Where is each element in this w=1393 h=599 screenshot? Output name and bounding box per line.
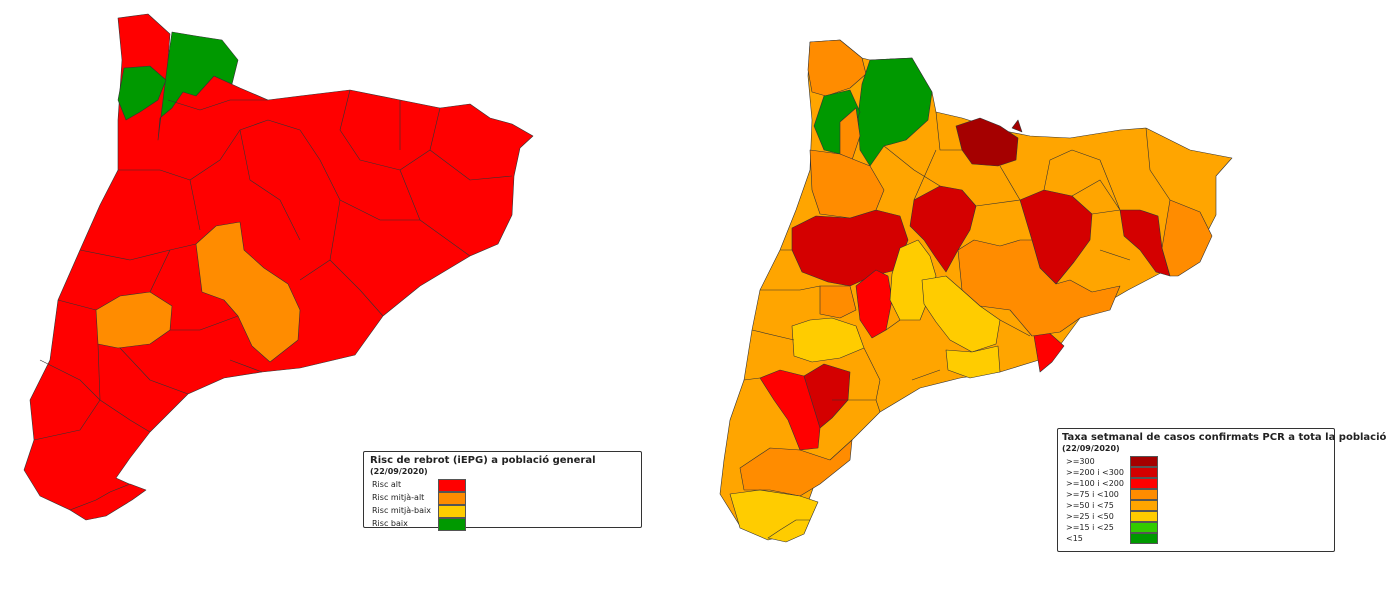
region-green-west: [117, 65, 167, 121]
legend-item-label: >=50 i <75: [1066, 501, 1114, 510]
legend-item-swatch: [438, 505, 466, 518]
legend-item-swatch: [1130, 522, 1158, 533]
legend-item: >=100 i <200: [1062, 478, 1330, 489]
comarca-borders: [33, 89, 513, 441]
ebro-delta: [69, 483, 147, 521]
legend-item: >=200 i <300: [1062, 467, 1330, 478]
legend-item-label: Risc baix: [372, 519, 408, 528]
region-green-aran: [157, 31, 239, 141]
legend-item-label: >=75 i <100: [1066, 490, 1119, 499]
legend-title: Risc de rebrot (iEPG) a població general: [370, 455, 596, 466]
legend-item: >=300: [1062, 456, 1330, 467]
legend-item-swatch: [438, 492, 466, 505]
legend-item-label: Risc alt: [372, 480, 402, 489]
legend-item-label: >=15 i <25: [1066, 523, 1114, 532]
legend-item-swatch: [1130, 489, 1158, 500]
legend-item-label: <15: [1066, 534, 1083, 543]
legend-item: Risc mitjà-baix: [370, 505, 635, 518]
legend-item-label: >=25 i <50: [1066, 512, 1114, 521]
risc-de-rebrot-map: [23, 13, 534, 521]
legend-items: Risc alt Risc mitjà-alt Risc mitjà-baix Ris…: [370, 479, 635, 531]
region-yellow-2: [921, 275, 1001, 353]
legend-item: Risc baix: [370, 518, 635, 531]
legend-title: Taxa setmanal de casos confirmats PCR a …: [1062, 432, 1387, 443]
legend-item: <15: [1062, 533, 1330, 544]
legend-item-swatch: [1130, 456, 1158, 467]
catalonia-map-left: [23, 13, 534, 521]
legend-item-label: >=200 i <300: [1066, 468, 1124, 477]
legend-item-label: Risc mitjà-alt: [372, 493, 425, 502]
region-red-main: [23, 13, 534, 519]
legend-item-swatch: [438, 518, 466, 531]
region-orange-top: [807, 39, 867, 97]
legend-taxa-setmanal: Taxa setmanal de casos confirmats PCR a …: [1057, 428, 1387, 552]
legend-item: >=50 i <75: [1062, 500, 1330, 511]
catalonia-map-right: [719, 39, 1233, 543]
legend-item-label: >=300: [1066, 457, 1095, 466]
legend-date: (22/09/2020): [370, 467, 428, 476]
legend-item-label: >=100 i <200: [1066, 479, 1124, 488]
region-orange-3: [819, 285, 857, 319]
legend-item: >=15 i <25: [1062, 522, 1330, 533]
legend-item: Risc alt: [370, 479, 635, 492]
region-orange-2: [195, 221, 301, 363]
legend-risc-de-rebrot: Risc de rebrot (iEPG) a població general…: [363, 451, 642, 531]
ebro-delta: [767, 519, 811, 543]
taxa-setmanal-map: [700, 0, 1300, 599]
legend-item-swatch: [1130, 478, 1158, 489]
region-orange-5: [1161, 199, 1213, 277]
region-red-7: [803, 363, 851, 429]
region-orange-4: [957, 239, 1121, 337]
legend-item-swatch: [1130, 511, 1158, 522]
legend-item-swatch: [438, 479, 466, 492]
comarca-borders: [743, 111, 1171, 413]
region-yellow-3: [945, 345, 1001, 379]
region-orange-2: [809, 149, 885, 219]
legend-item-swatch: [1130, 533, 1158, 544]
legend-item-swatch: [1130, 500, 1158, 511]
legend-item-swatch: [1130, 467, 1158, 478]
legend-items: >=300 >=200 i <300 >=100 i <200 >=75 i <100…: [1062, 456, 1330, 544]
legend-date: (22/09/2020): [1062, 444, 1120, 453]
legend-item: >=75 i <100: [1062, 489, 1330, 500]
region-darkred-2: [1011, 119, 1023, 133]
region-red-5: [855, 269, 893, 339]
legend-item: >=25 i <50: [1062, 511, 1330, 522]
region-darkred: [955, 117, 1019, 167]
legend-item: Risc mitjà-alt: [370, 492, 635, 505]
region-orange-aran: [839, 107, 861, 161]
legend-item-label: Risc mitjà-baix: [372, 506, 431, 515]
